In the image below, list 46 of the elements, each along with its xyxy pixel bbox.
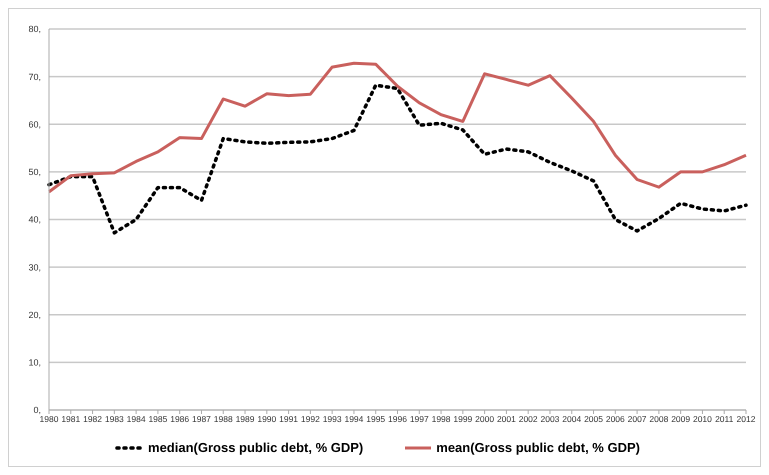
x-tick-label: 2007 — [628, 414, 647, 424]
x-tick-label: 1985 — [148, 414, 168, 424]
legend-label: median(Gross public debt, % GDP) — [148, 440, 364, 455]
x-tick-label: 2006 — [606, 414, 626, 424]
x-tick-label: 1990 — [257, 414, 277, 424]
y-tick-label: 10, — [28, 358, 41, 368]
x-tick-label: 1997 — [410, 414, 429, 424]
x-tick-label: 1992 — [300, 414, 320, 424]
x-tick-label: 1981 — [61, 414, 80, 424]
x-tick-label: 1994 — [344, 414, 364, 424]
y-tick-label: 50, — [28, 167, 41, 178]
x-tick-label: 2002 — [518, 414, 538, 424]
x-tick-label: 2010 — [692, 414, 712, 424]
x-tick-label: 2003 — [540, 414, 560, 424]
x-tick-label: 1986 — [170, 414, 190, 424]
y-tick-label: 0, — [33, 405, 41, 416]
y-tick-label: 20, — [28, 310, 41, 320]
x-tick-label: 2004 — [562, 414, 582, 424]
y-tick-label: 60, — [28, 119, 41, 130]
line-series — [48, 62, 748, 194]
x-tick-label: 1996 — [388, 414, 408, 424]
legend-label: mean(Gross public debt, % GDP) — [436, 440, 640, 455]
x-tick-label: 1998 — [432, 414, 451, 424]
x-tick-label: 1980 — [40, 414, 59, 424]
x-tick-label: 2012 — [736, 414, 756, 424]
x-tick-label: 2005 — [584, 414, 604, 424]
x-tick-label: 1989 — [236, 414, 255, 424]
x-tick-label: 1988 — [214, 414, 233, 424]
y-tick-label: 80, — [28, 24, 41, 34]
x-tick-label: 1991 — [279, 414, 298, 424]
x-tick-label: 1993 — [322, 414, 342, 424]
y-tick-label: 40, — [28, 214, 41, 225]
x-tick-label: 2009 — [671, 414, 690, 424]
x-tick-label: 1999 — [453, 414, 473, 424]
y-tick-label: 70, — [28, 72, 41, 82]
x-tick-label: 1987 — [192, 414, 212, 424]
x-tick-label: 2000 — [475, 414, 494, 424]
x-tick-label: 1983 — [104, 414, 124, 424]
line-series — [47, 83, 748, 235]
x-tick-label: 1982 — [83, 414, 102, 424]
x-tick-label: 2011 — [715, 414, 734, 424]
x-tick-label: 2001 — [496, 414, 516, 424]
x-tick-label: 2008 — [649, 414, 669, 424]
y-tick-label: 30, — [28, 262, 41, 272]
x-tick-label: 1995 — [366, 414, 386, 424]
x-tick-label: 1984 — [126, 414, 146, 424]
